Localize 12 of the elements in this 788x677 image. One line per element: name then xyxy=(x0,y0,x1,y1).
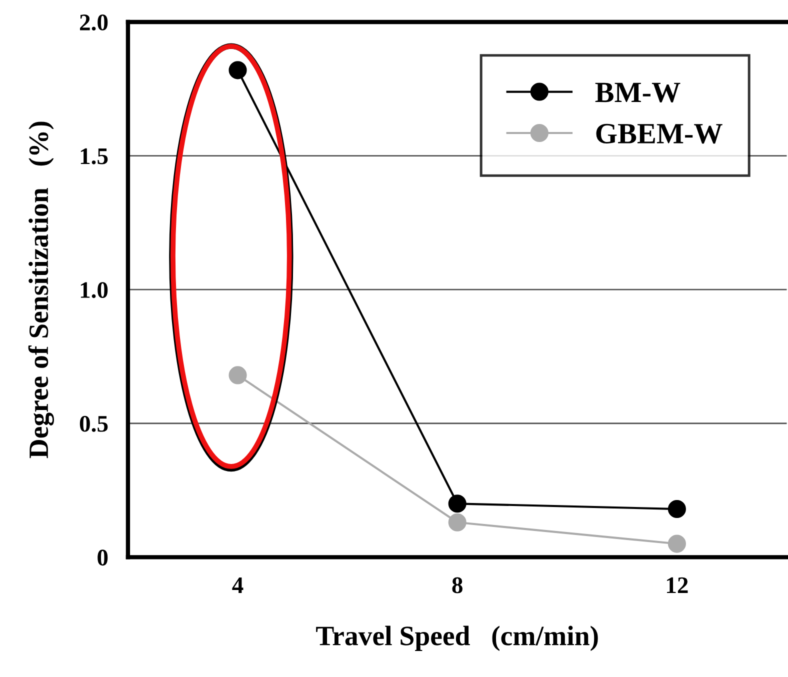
x-tick-label: 4 xyxy=(232,577,244,593)
y-tick-label: 0 xyxy=(98,550,108,566)
legend-label: BM-W xyxy=(595,82,680,102)
x-tick-label: 12 xyxy=(667,577,688,593)
y-tick-label: 2.0 xyxy=(80,14,108,31)
legend-label: GBEM-W xyxy=(596,124,722,144)
y-tick-label: 1.0 xyxy=(80,282,108,298)
y-axis-title: Degree of Sensitization (%) xyxy=(28,122,54,458)
x-tick-label: 8 xyxy=(452,577,462,594)
y-tick-label: 0.5 xyxy=(80,416,108,432)
y-tick-label: 1.5 xyxy=(80,148,108,164)
x-axis-title: Travel Speed (cm/min) xyxy=(316,626,598,651)
